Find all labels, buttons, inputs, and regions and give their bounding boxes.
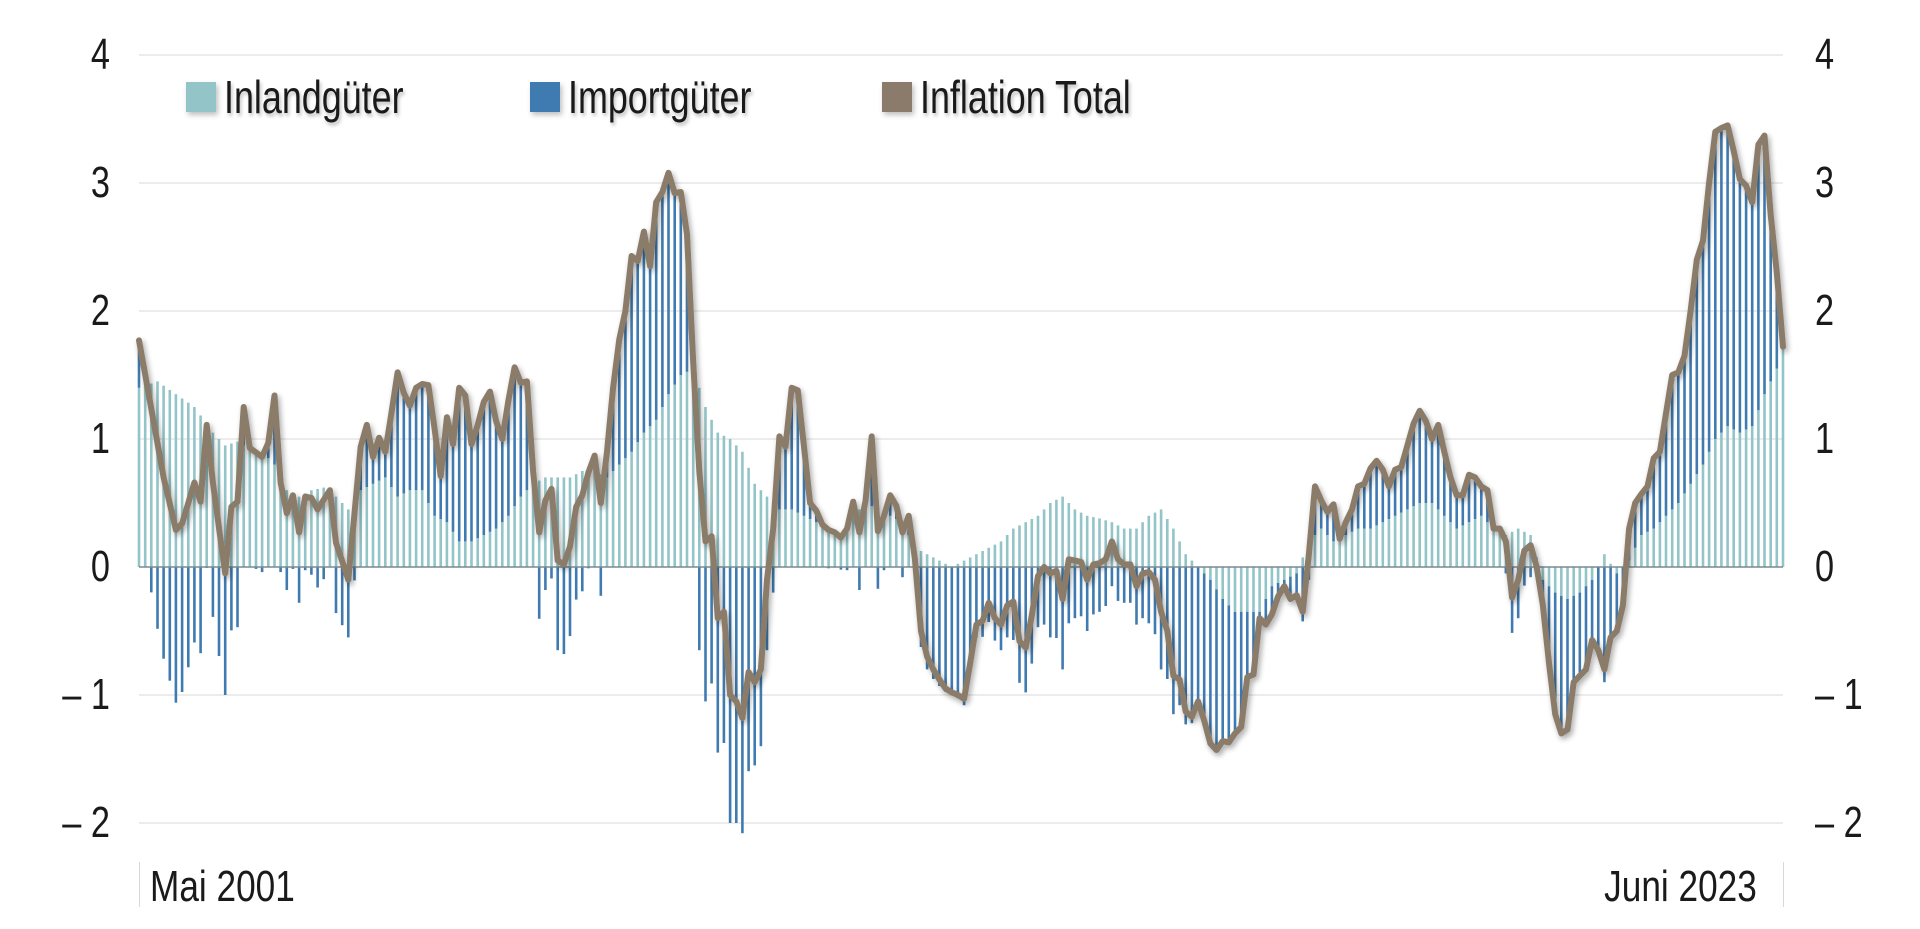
y-tick-label-right: 0: [1815, 542, 1835, 591]
x-label-start: Mai 2001: [150, 862, 295, 911]
y-tick-label-left: 4: [90, 30, 110, 79]
legend-item-inland: Inlandgüter: [186, 71, 454, 123]
legend-swatch-inland: [186, 82, 216, 112]
legend-item-total: Inflation Total: [882, 71, 1190, 123]
inflation-total-line: [136, 122, 1786, 753]
x-tick-start: [139, 862, 140, 907]
y-tick-label-left: – 2: [62, 798, 110, 847]
legend-label-total: Inflation Total: [920, 71, 1131, 123]
y-tick-label-right: 1: [1815, 414, 1835, 463]
legend-swatch-import: [530, 82, 560, 112]
bars: [137, 125, 1785, 834]
y-tick-label-right: 3: [1815, 158, 1835, 207]
y-tick-label-right: – 2: [1815, 798, 1863, 847]
y-tick-label-left: 3: [90, 158, 110, 207]
y-tick-label-right: – 1: [1815, 670, 1863, 719]
y-tick-label-left: 2: [90, 286, 110, 335]
y-tick-label-right: 2: [1815, 286, 1835, 335]
legend-swatch-total: [882, 82, 912, 112]
y-tick-label-left: – 1: [62, 670, 110, 719]
legend-label-import: Importgüter: [568, 71, 752, 123]
x-label-end: Juni 2023: [1604, 862, 1757, 911]
y-tick-label-right: 4: [1815, 30, 1835, 79]
legend-item-import: Importgüter: [530, 71, 803, 123]
y-tick-label-left: 0: [90, 542, 110, 591]
legend-label-inland: Inlandgüter: [224, 71, 404, 123]
y-tick-label-left: 1: [90, 414, 110, 463]
x-tick-end: [1783, 862, 1784, 907]
